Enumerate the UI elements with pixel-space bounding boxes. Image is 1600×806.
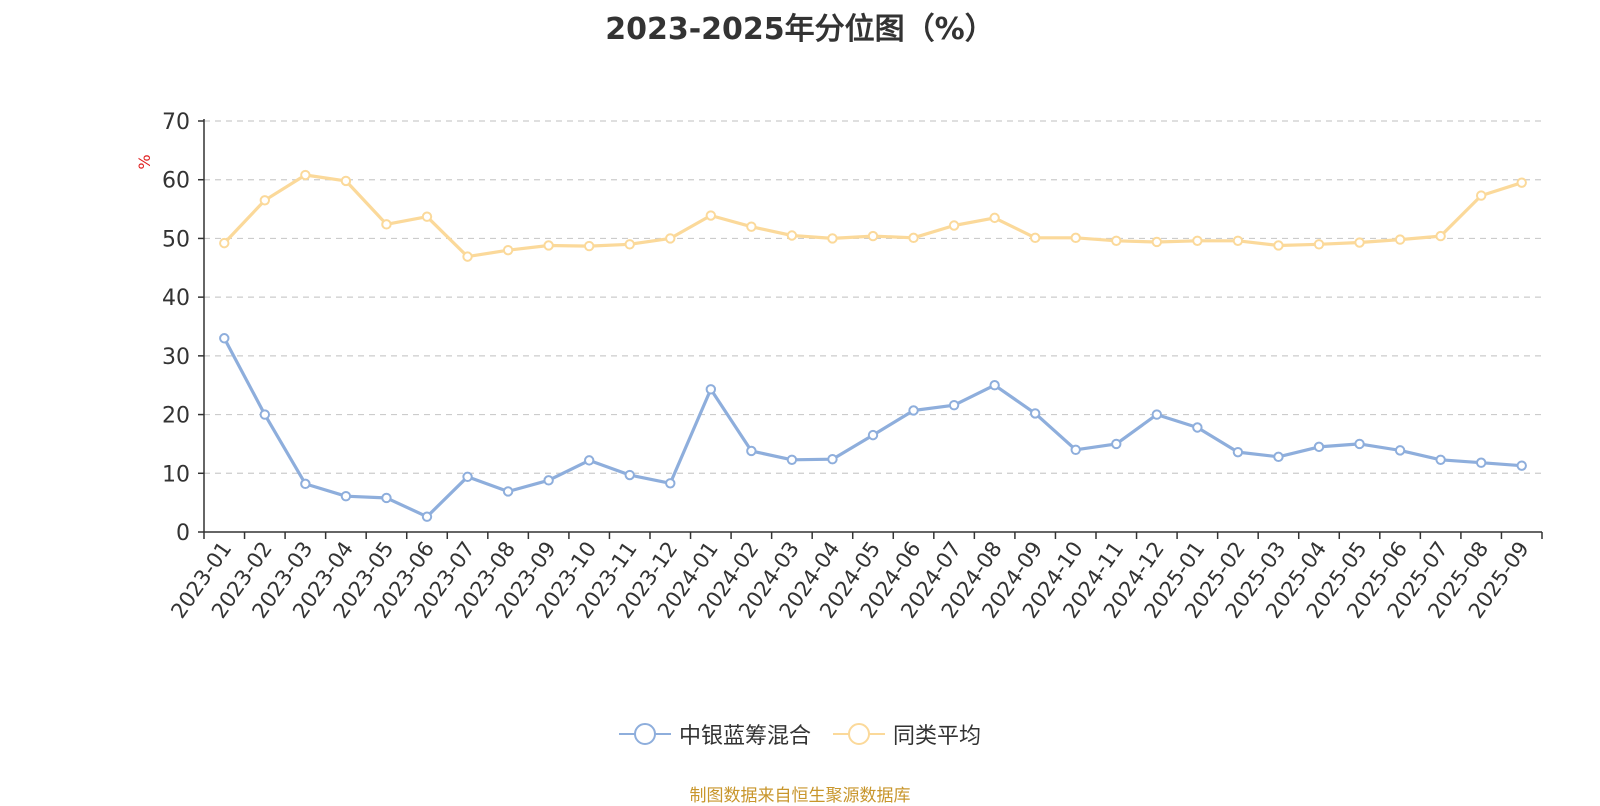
data-point[interactable] [1313, 441, 1325, 453]
data-point[interactable] [300, 478, 311, 490]
data-point[interactable] [827, 233, 838, 244]
y-tick-label: 0 [176, 521, 190, 546]
data-point[interactable] [624, 239, 635, 250]
series-line-0 [222, 336, 1524, 519]
data-point[interactable] [867, 429, 879, 441]
legend-label: 中银蓝筹混合 [678, 724, 811, 749]
y-tick-label: 10 [162, 462, 190, 487]
data-point[interactable] [1070, 444, 1081, 455]
data-point[interactable] [1273, 240, 1284, 251]
legend-marker-icon [618, 723, 671, 745]
data-point[interactable] [867, 230, 879, 242]
data-point[interactable] [1151, 236, 1163, 248]
chart-title: 2023-2025年分位图（%） [605, 12, 995, 47]
legend-label: 同类平均 [893, 724, 982, 749]
data-point[interactable] [462, 251, 473, 262]
data-point[interactable] [746, 221, 757, 232]
data-point[interactable] [1516, 460, 1527, 471]
data-point[interactable] [421, 511, 433, 522]
data-point[interactable] [989, 212, 1000, 224]
data-point[interactable] [1475, 190, 1487, 201]
y-tick-label: 50 [162, 227, 190, 252]
data-point[interactable] [665, 478, 676, 489]
data-point[interactable] [1192, 235, 1203, 246]
line-chart: 0102030405060702023-012023-022023-032023… [135, 110, 1543, 623]
data-point[interactable] [1435, 230, 1446, 242]
data-point[interactable] [1354, 438, 1365, 450]
data-point[interactable] [1232, 235, 1244, 246]
legend-item-fund[interactable]: 中银蓝筹混合 [618, 718, 811, 750]
data-point[interactable] [1111, 438, 1122, 450]
data-point[interactable] [381, 219, 392, 230]
data-source-note: 制图数据来自恒生聚源数据库 [689, 786, 911, 806]
data-point[interactable] [502, 486, 514, 497]
legend-marker-icon [833, 723, 885, 745]
data-point[interactable] [908, 232, 919, 244]
data-point[interactable] [462, 471, 473, 483]
data-point[interactable] [1029, 408, 1041, 419]
data-point[interactable] [543, 240, 554, 251]
data-point[interactable] [1151, 409, 1163, 420]
axes: 0102030405060702023-012023-022023-032023… [162, 110, 1543, 623]
data-point[interactable] [381, 492, 392, 504]
data-point[interactable] [219, 333, 230, 344]
data-point[interactable] [1475, 457, 1487, 468]
data-point[interactable] [746, 445, 757, 457]
data-point[interactable] [908, 405, 919, 416]
y-tick-label: 20 [162, 404, 190, 429]
data-point[interactable] [1394, 234, 1406, 245]
data-point[interactable] [948, 399, 960, 411]
data-point[interactable] [624, 469, 635, 481]
data-point[interactable] [583, 455, 595, 466]
data-point[interactable] [705, 384, 717, 395]
data-point[interactable] [1192, 422, 1203, 433]
data-point[interactable] [786, 230, 798, 241]
legend: 中银蓝筹混合 同类平均 [0, 718, 1600, 750]
data-point[interactable] [543, 475, 554, 486]
data-point[interactable] [1435, 454, 1446, 465]
data-point[interactable] [1070, 232, 1081, 244]
data-point[interactable] [1516, 177, 1527, 188]
y-tick-label: 70 [162, 110, 190, 135]
series-lines [219, 169, 1527, 522]
data-point[interactable] [259, 195, 271, 206]
data-point[interactable] [827, 453, 838, 465]
data-point[interactable] [1111, 235, 1122, 246]
data-point[interactable] [502, 244, 514, 256]
data-point[interactable] [665, 233, 676, 244]
data-point[interactable] [583, 240, 595, 252]
data-point[interactable] [948, 220, 960, 231]
y-tick-label: 30 [162, 345, 190, 370]
y-tick-label: 60 [162, 169, 190, 194]
data-point[interactable] [1273, 451, 1284, 463]
y-axis-unit-label: % [135, 154, 154, 169]
data-point[interactable] [989, 380, 1000, 391]
data-point[interactable] [1029, 232, 1041, 244]
series-line-1 [222, 173, 1524, 259]
data-point[interactable] [219, 237, 230, 249]
data-point[interactable] [300, 169, 311, 181]
data-point[interactable] [786, 454, 798, 465]
legend-item-peer-average[interactable]: 同类平均 [833, 718, 981, 750]
data-point[interactable] [421, 211, 433, 222]
data-point[interactable] [1232, 446, 1244, 458]
data-point[interactable] [340, 175, 352, 187]
data-point[interactable] [340, 490, 352, 502]
data-point[interactable] [705, 210, 717, 221]
data-point[interactable] [1313, 239, 1325, 250]
data-point[interactable] [1354, 237, 1365, 248]
data-point[interactable] [259, 409, 271, 420]
y-tick-label: 40 [162, 286, 190, 311]
data-point[interactable] [1394, 445, 1406, 456]
grid-lines [204, 120, 1542, 474]
